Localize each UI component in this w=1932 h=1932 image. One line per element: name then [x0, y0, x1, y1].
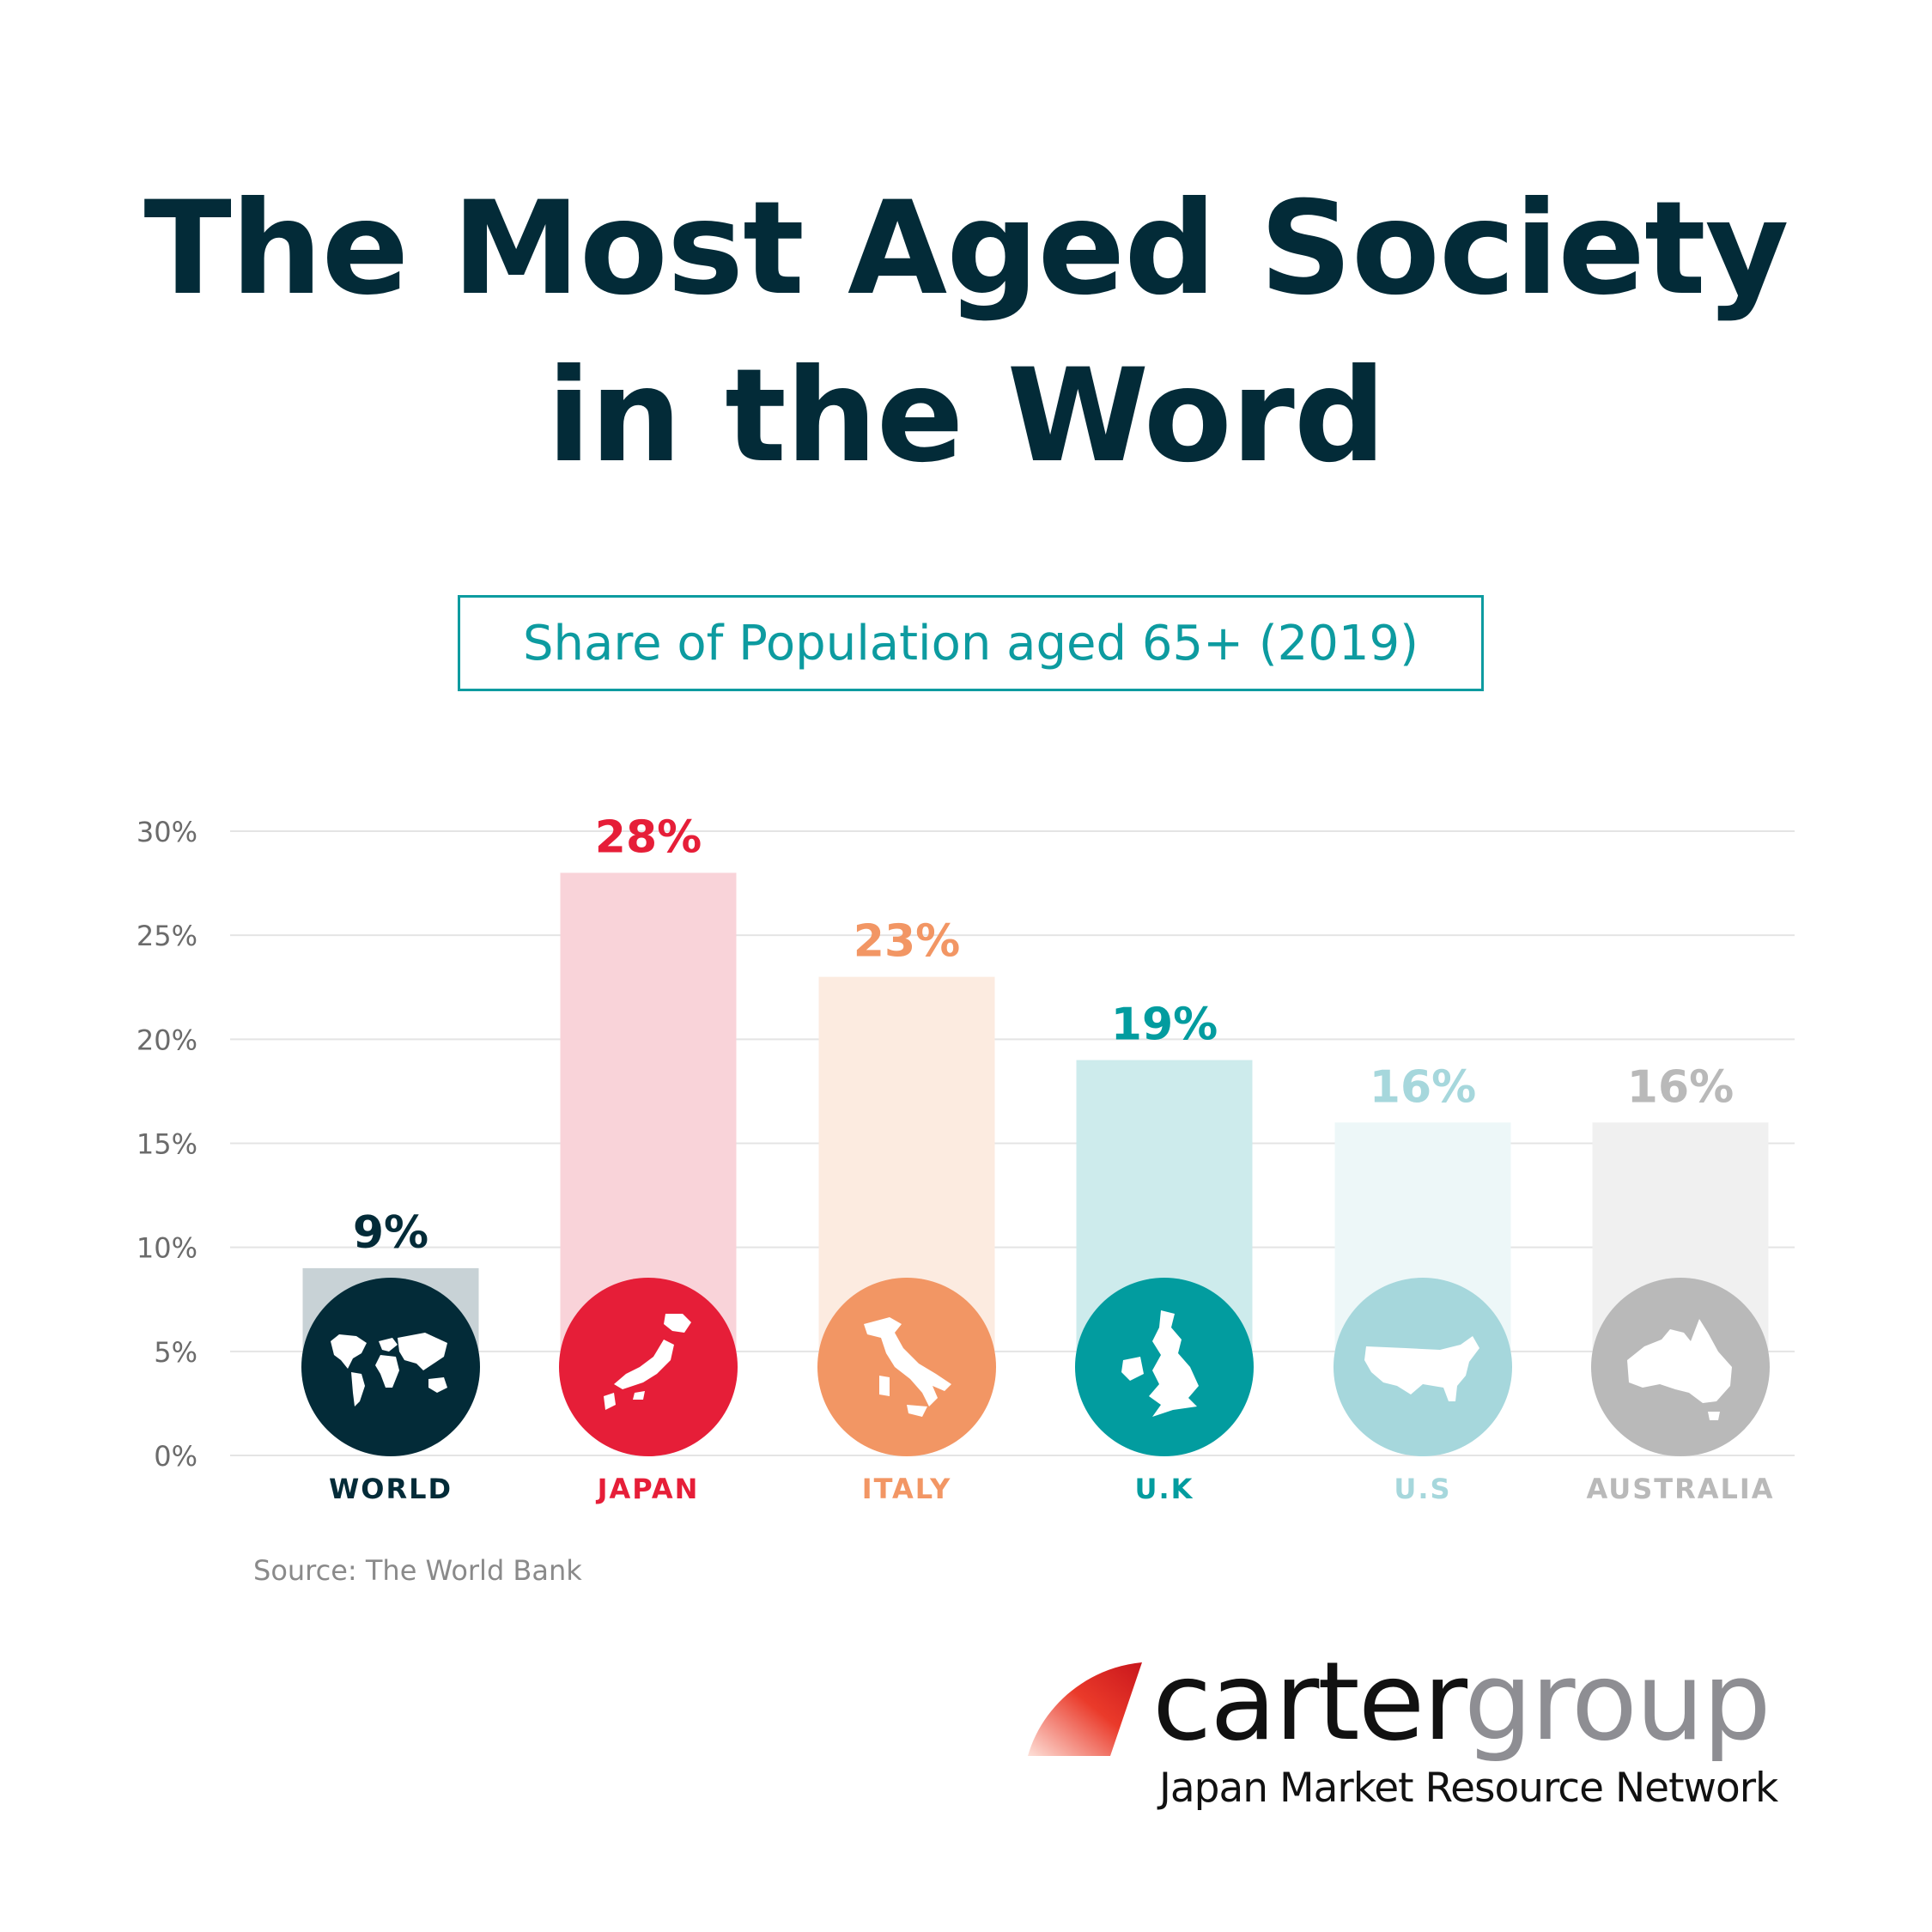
icon-shape — [1708, 1412, 1720, 1420]
y-tick-label: 20% — [137, 1024, 197, 1056]
icon-shape — [379, 1338, 398, 1352]
icon-shape — [664, 1314, 691, 1333]
y-tick-label: 25% — [137, 920, 197, 952]
subtitle-box: Share of Population aged 65+ (2019) — [458, 595, 1484, 691]
australia-map-icon — [1627, 1319, 1732, 1420]
data-label: 9% — [353, 1207, 428, 1259]
source-note: Source: The World Bank — [253, 1554, 582, 1587]
page-title-line-1: The Most Aged Society — [143, 174, 1789, 324]
icon-shape — [633, 1391, 645, 1400]
brand-name: cartergroup — [1152, 1633, 1771, 1771]
icon-shape — [331, 1334, 367, 1369]
y-tick-label: 5% — [154, 1336, 197, 1369]
y-tick-label: 30% — [137, 816, 197, 848]
data-label: 16% — [1370, 1061, 1476, 1113]
icon-shape — [1149, 1310, 1199, 1417]
logo-swoosh-icon — [1028, 1662, 1142, 1756]
uk-map-icon — [1121, 1310, 1199, 1417]
x-tick-label: JAPAN — [596, 1473, 700, 1505]
data-label: 23% — [854, 916, 960, 968]
icon-shape — [864, 1317, 951, 1406]
y-tick-label: 15% — [137, 1128, 197, 1161]
data-label: 19% — [1111, 999, 1218, 1051]
data-label: 28% — [595, 811, 702, 863]
icon-shape — [879, 1376, 890, 1396]
icon-shape — [907, 1405, 927, 1417]
brand-name-part-2: group — [1463, 1638, 1771, 1765]
x-tick-label: ITALY — [862, 1473, 952, 1505]
y-tick-label: 0% — [154, 1440, 197, 1473]
carter-group-logo: cartergroup Japan Market Resource Networ… — [1026, 1638, 1816, 1829]
x-tick-label: AUSTRALIA — [1586, 1473, 1774, 1505]
japan-map-icon — [604, 1314, 691, 1410]
brand-tagline: Japan Market Resource Network — [1159, 1765, 1778, 1812]
icon-shape — [1627, 1319, 1732, 1403]
icon-shape — [1364, 1336, 1479, 1401]
world-map-icon — [331, 1333, 447, 1406]
chart-subtitle: Share of Population aged 65+ (2019) — [522, 615, 1419, 671]
icon-shape — [614, 1340, 674, 1389]
x-tick-label: U.S — [1394, 1473, 1451, 1505]
icon-shape — [604, 1393, 616, 1410]
page-title-line-2: in the Word — [546, 342, 1386, 491]
icon-shape — [428, 1377, 447, 1393]
icon-shape — [351, 1372, 365, 1406]
data-label: 16% — [1627, 1061, 1734, 1113]
icon-shape — [1121, 1357, 1144, 1381]
italy-map-icon — [864, 1317, 951, 1417]
x-tick-label: U.K — [1135, 1473, 1194, 1505]
icon-shape — [375, 1355, 399, 1388]
y-tick-label: 10% — [137, 1232, 197, 1265]
brand-name-part-1: carter — [1152, 1638, 1466, 1765]
us-map-icon — [1364, 1336, 1479, 1401]
x-tick-label: WORLD — [329, 1473, 453, 1505]
icon-shape — [398, 1333, 447, 1370]
